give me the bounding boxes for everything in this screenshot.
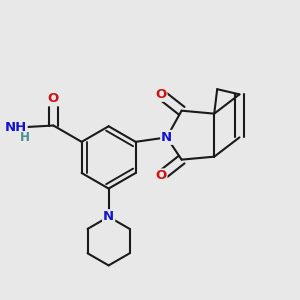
Text: N: N [103,210,114,223]
Text: NH: NH [4,121,27,134]
Text: O: O [155,88,166,101]
Text: N: N [161,131,172,144]
Text: O: O [155,169,166,182]
Text: H: H [20,131,30,144]
Text: O: O [48,92,59,105]
